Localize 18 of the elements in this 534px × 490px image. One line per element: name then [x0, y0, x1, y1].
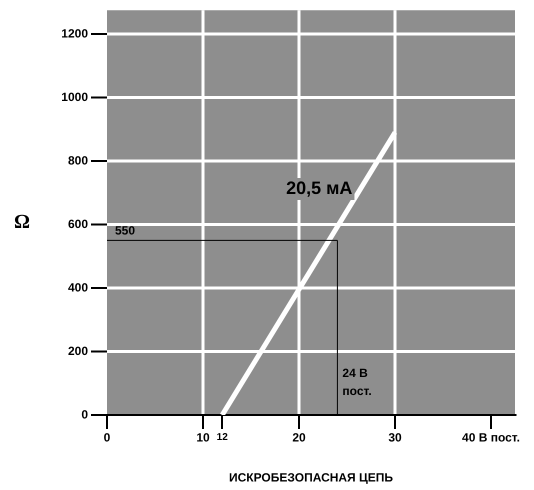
ref-line-label: 24 В пост. — [342, 366, 372, 398]
y-tick-label: 400 — [68, 280, 88, 294]
x-tick-label: 10 — [196, 430, 210, 445]
x-tick-label: 20 — [292, 430, 306, 445]
y-tick-label: 800 — [68, 153, 88, 168]
y-tick-label: 0 — [81, 407, 88, 422]
y-axis-title: Ω — [14, 210, 30, 233]
ref-line-label: 550 — [115, 224, 136, 238]
y-tick-label: 600 — [68, 216, 88, 231]
x-tick-label: 12 — [216, 432, 228, 443]
annotation: 20,5 мА — [286, 178, 352, 198]
x-tick-label: 30 — [388, 430, 402, 445]
y-tick-label: 1200 — [61, 26, 88, 40]
x-tick-label: 0 — [104, 430, 111, 445]
x-axis-title: ИСКРОБЕЗОПАСНАЯ ЦЕПЬ — [228, 470, 394, 484]
x-tick-label: 40 В пост. — [462, 430, 520, 445]
y-tick-label: 1000 — [61, 90, 88, 104]
y-tick-label: 200 — [68, 344, 88, 358]
